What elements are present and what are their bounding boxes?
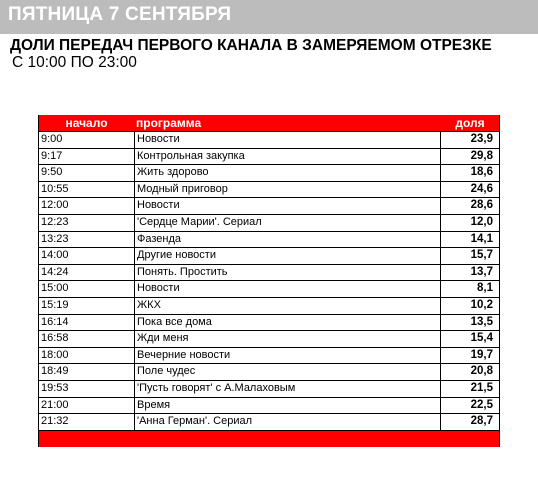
headline-line-2: С 10:00 ПО 23:00 [12, 54, 137, 71]
program-cell: Новости [135, 132, 441, 148]
program-cell: Новости [135, 198, 441, 214]
table-row: 9:17 Контрольная закупка 29,8 [39, 148, 499, 166]
start-cell: 16:58 [39, 331, 135, 347]
column-header-program: программа [136, 116, 202, 130]
program-cell: 'Анна Герман'. Сериал [135, 414, 441, 430]
share-cell: 12,0 [470, 215, 493, 228]
program-cell: Другие новости [135, 248, 441, 264]
column-header-share: доля [455, 116, 485, 130]
start-cell: 9:50 [39, 165, 135, 181]
table-row: 9:00 Новости 23,9 [39, 132, 499, 149]
start-cell: 18:00 [39, 347, 135, 364]
program-cell: Понять. Простить [135, 264, 441, 281]
table-row: 16:58 Жди меня 15,4 [39, 331, 499, 348]
table-row: 21:32 'Анна Герман'. Сериал 28,7 [39, 414, 499, 431]
table-row: 18:49 Поле чудес 20,8 [39, 364, 499, 381]
program-cell: 'Сердце Марии'. Сериал [135, 214, 441, 231]
program-cell: Время [135, 397, 441, 414]
share-cell: 13,5 [470, 315, 493, 328]
share-cell: 14,1 [470, 232, 493, 245]
share-cell: 22,5 [470, 398, 493, 411]
program-cell: Жить здорово [135, 165, 441, 181]
start-cell: 19:53 [39, 380, 135, 397]
start-cell: 14:00 [39, 248, 135, 264]
headline: ДОЛИ ПЕРЕДАЧ ПЕРВОГО КАНАЛА В ЗАМЕРЯЕМОМ… [10, 37, 530, 71]
table-row: 12:00 Новости 28,6 [39, 198, 499, 215]
start-cell: 12:23 [39, 214, 135, 231]
start-cell: 10:55 [39, 181, 135, 198]
start-cell: 18:49 [39, 364, 135, 380]
start-cell: 9:17 [39, 148, 135, 165]
share-cell: 21,5 [470, 381, 493, 394]
table-row: 19:53 'Пусть говорят' с А.Малаховым 21,5 [39, 380, 499, 398]
program-cell: Вечерние новости [135, 347, 441, 364]
banner-title: ПЯТНИЦА 7 СЕНТЯБРЯ [8, 4, 232, 25]
start-cell: 15:19 [39, 297, 135, 314]
program-cell: Контрольная закупка [135, 148, 441, 165]
start-cell: 16:14 [39, 314, 135, 331]
table-row: 18:00 Вечерние новости 19,7 [39, 347, 499, 365]
share-cell: 8,1 [477, 282, 493, 295]
start-cell: 15:00 [39, 281, 135, 297]
table-row: 21:00 Время 22,5 [39, 397, 499, 415]
program-cell: Жди меня [135, 331, 441, 347]
share-cell: 28,7 [470, 415, 493, 428]
share-cell: 13,7 [470, 265, 493, 278]
table-header: начало программа доля [39, 115, 499, 132]
share-cell: 15,4 [470, 332, 493, 345]
program-cell: Поле чудес [135, 364, 441, 380]
program-cell: ЖКХ [135, 297, 441, 314]
share-cell: 18,6 [470, 166, 493, 179]
start-cell: 9:00 [39, 132, 135, 148]
table-row: 15:00 Новости 8,1 [39, 281, 499, 298]
table-row: 9:50 Жить здорово 18,6 [39, 165, 499, 182]
table-row: 14:24 Понять. Простить 13,7 [39, 264, 499, 282]
share-table: начало программа доля 9:00 Новости 23,9 9:1… [38, 115, 500, 447]
program-cell: Модный приговор [135, 181, 441, 198]
start-cell: 21:32 [39, 414, 135, 430]
share-cell: 20,8 [470, 365, 493, 378]
share-cell: 24,6 [470, 182, 493, 195]
program-cell: Новости [135, 281, 441, 297]
table-row: 12:23 'Сердце Марии'. Сериал 12,0 [39, 214, 499, 232]
table-body: 9:00 Новости 23,9 9:17 Контрольная закупка 29… [39, 132, 499, 431]
table-row: 13:23 Фазенда 14,1 [39, 231, 499, 249]
start-cell: 21:00 [39, 397, 135, 414]
start-cell: 12:00 [39, 198, 135, 214]
table-row: 14:00 Другие новости 15,7 [39, 248, 499, 265]
start-cell: 14:24 [39, 264, 135, 281]
table-footer [39, 430, 499, 447]
share-cell: 15,7 [470, 249, 493, 262]
share-cell: 23,9 [470, 133, 493, 145]
program-cell: Фазенда [135, 231, 441, 248]
share-cell: 28,6 [470, 199, 493, 212]
title-banner: ПЯТНИЦА 7 СЕНТЯБРЯ [0, 0, 538, 34]
start-cell: 13:23 [39, 231, 135, 248]
headline-line-1: ДОЛИ ПЕРЕДАЧ ПЕРВОГО КАНАЛА В ЗАМЕРЯЕМОМ… [10, 37, 492, 54]
table-row: 10:55 Модный приговор 24,6 [39, 181, 499, 199]
headline-line-2-wrap: С 10:00 ПО 23:00 [10, 54, 530, 71]
table-row: 15:19 ЖКХ 10,2 [39, 297, 499, 315]
table-row: 16:14 Пока все дома 13,5 [39, 314, 499, 332]
share-cell: 29,8 [470, 149, 493, 162]
share-cell: 10,2 [470, 298, 493, 311]
share-cell: 19,7 [470, 348, 493, 361]
column-header-start: начало [65, 116, 108, 130]
program-cell: Пока все дома [135, 314, 441, 331]
program-cell: 'Пусть говорят' с А.Малаховым [135, 380, 441, 397]
